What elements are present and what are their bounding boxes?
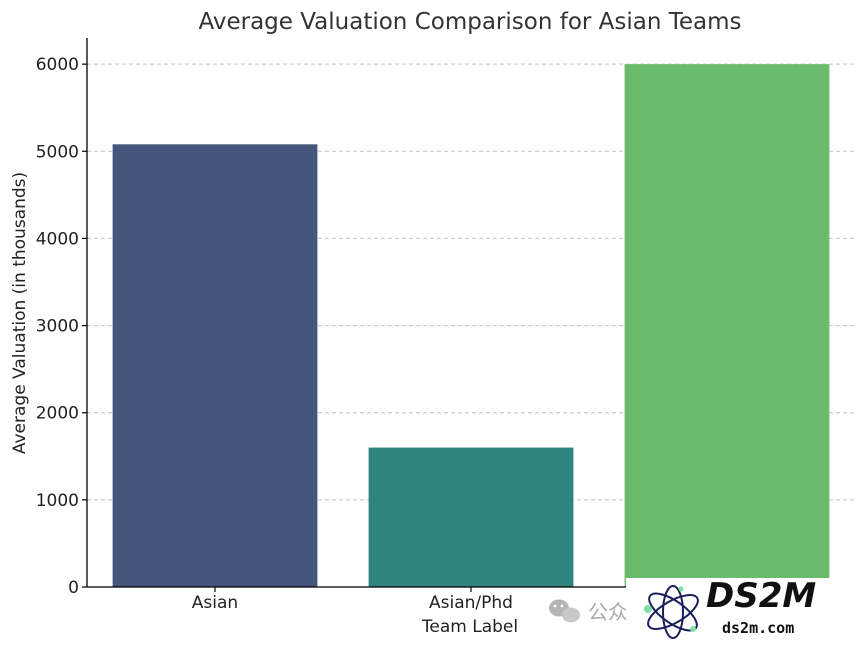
x-tick-label: Asian/Phd <box>429 593 513 613</box>
y-axis-ticks: 0 1000 2000 3000 4000 5000 6000 <box>36 55 87 598</box>
y-tick-label: 2000 <box>36 404 79 424</box>
y-tick-label: 3000 <box>36 317 79 337</box>
wechat-watermark: 公众 <box>549 599 628 624</box>
ds2m-logo-text: DS2M <box>706 576 816 616</box>
atom-icon <box>644 585 699 639</box>
bar <box>112 144 318 588</box>
y-tick-label: 5000 <box>36 142 79 162</box>
x-tick-label: Asian <box>192 593 238 613</box>
bar <box>368 447 574 587</box>
x-axis-label: Team Label <box>421 617 518 637</box>
ds2m-url-text: ds2m.com <box>722 619 794 637</box>
x-axis-ticks: Asian Asian/Phd <box>192 587 728 613</box>
y-tick-label: 4000 <box>36 229 79 249</box>
wechat-watermark-text: 公众 <box>588 600 628 624</box>
ds2m-logo: DS2M ds2m.com <box>626 576 865 646</box>
y-tick-label: 0 <box>68 578 79 598</box>
y-axis-label: Average Valuation (in thousands) <box>10 172 30 454</box>
y-tick-label: 6000 <box>36 55 79 75</box>
bars <box>112 64 830 588</box>
y-tick-label: 1000 <box>36 491 79 511</box>
bar <box>624 64 830 587</box>
chart-title: Average Valuation Comparison for Asian T… <box>198 9 741 35</box>
wechat-icon <box>549 599 580 623</box>
